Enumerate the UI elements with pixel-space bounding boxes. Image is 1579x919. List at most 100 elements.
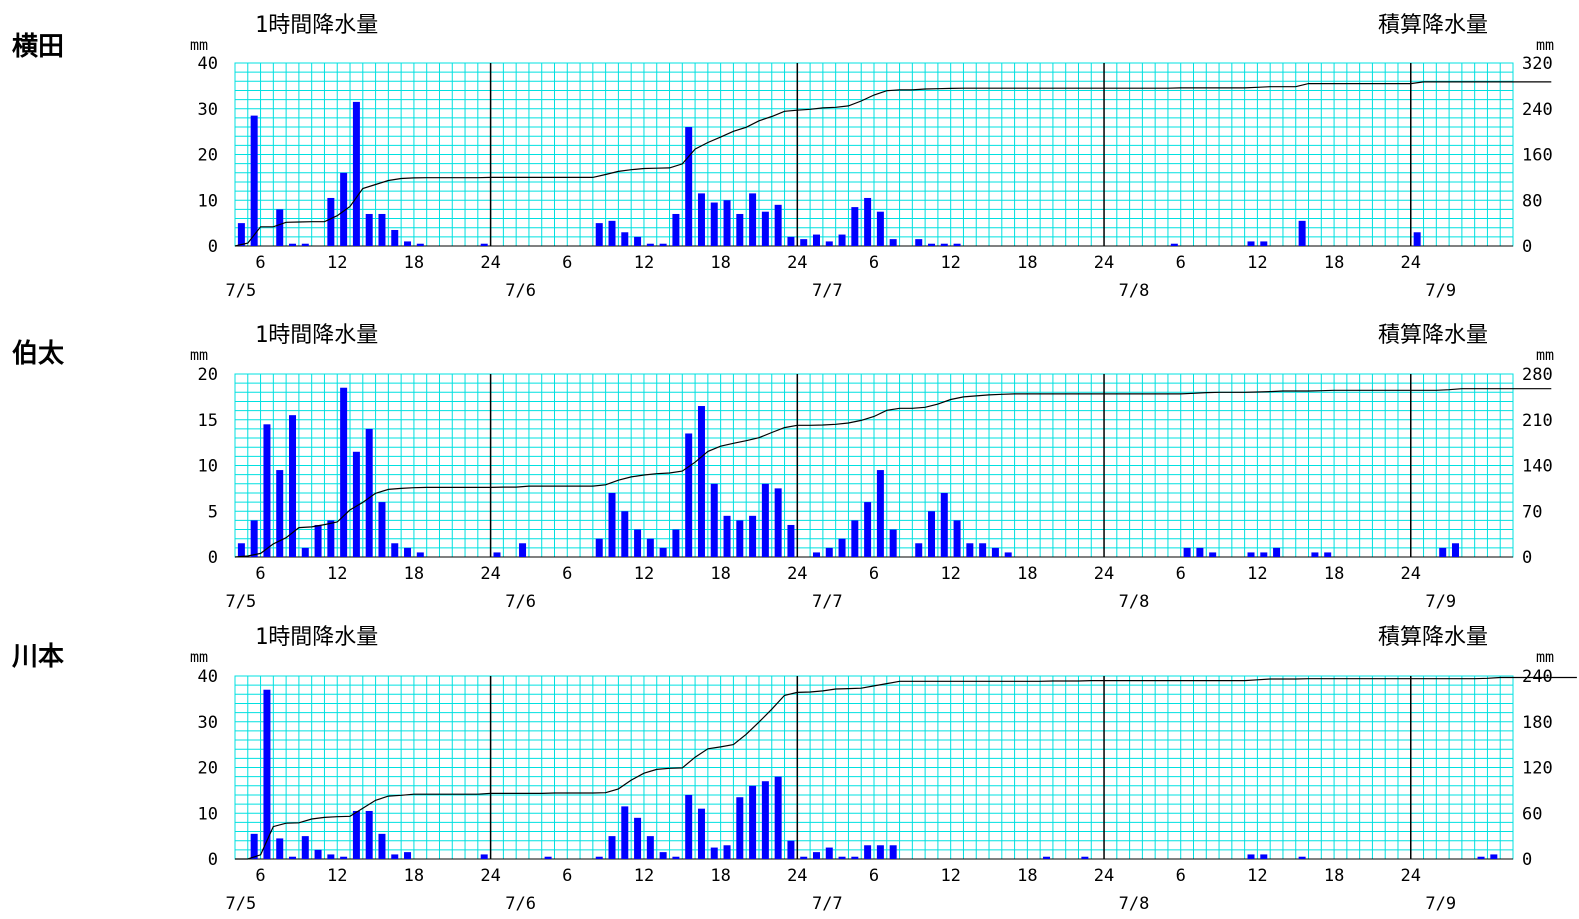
left-tick-label: 10 — [198, 457, 218, 477]
x-tick-label: 12 — [634, 866, 654, 886]
hourly-rain-bar — [761, 483, 769, 557]
hourly-rain-bar — [928, 511, 936, 557]
left-axis-unit: mm — [190, 648, 208, 666]
x-tick-label: 24 — [480, 253, 500, 273]
hourly-rain-bar — [659, 852, 667, 859]
hourly-rain-bar — [1043, 856, 1051, 859]
hourly-rain-bar — [1413, 232, 1421, 246]
hourly-rain-bar — [595, 538, 603, 557]
hourly-rain-bar — [276, 209, 284, 246]
hourly-rain-bar — [838, 234, 846, 246]
right-axis-title: 積算降水量 — [1378, 323, 1488, 348]
date-label: 7/7 — [812, 281, 843, 301]
station-label-kawamoto: 川本 — [12, 642, 65, 672]
hourly-rain-bar — [352, 101, 360, 246]
hourly-rain-bar — [237, 543, 245, 557]
hourly-rain-bar — [480, 243, 488, 246]
hourly-rain-bar — [301, 547, 309, 557]
x-tick-label: 24 — [480, 564, 500, 584]
right-tick-label: 0 — [1522, 237, 1532, 257]
hourly-rain-bar — [314, 524, 322, 557]
x-tick-label: 18 — [404, 253, 424, 273]
left-axis-unit: mm — [190, 346, 208, 364]
hourly-rain-bar — [991, 547, 999, 557]
hourly-rain-bar — [800, 239, 808, 246]
left-tick-label: 20 — [198, 146, 218, 166]
hourly-rain-bar — [787, 840, 795, 859]
hourly-rain-bar — [1490, 854, 1498, 859]
right-tick-label: 320 — [1522, 54, 1553, 74]
hourly-rain-bar — [953, 243, 961, 246]
hourly-rain-bar — [289, 415, 297, 557]
hourly-rain-bar — [864, 845, 872, 859]
hourly-rain-bar — [966, 543, 974, 557]
hourly-rain-bar — [940, 243, 948, 246]
hourly-rain-bar — [825, 847, 833, 859]
hourly-rain-bar — [723, 515, 731, 557]
hourly-rain-bar — [301, 836, 309, 859]
hourly-rain-bar — [1439, 547, 1447, 557]
date-label: 7/9 — [1425, 592, 1456, 612]
x-tick-label: 6 — [562, 866, 572, 886]
hourly-rain-bar — [812, 552, 820, 557]
hourly-rain-bar — [1477, 856, 1485, 859]
x-tick-label: 18 — [710, 866, 730, 886]
hourly-rain-bar — [327, 854, 335, 859]
station-label-yokota: 横田 — [12, 32, 65, 62]
hourly-rain-bar — [1324, 552, 1332, 557]
x-tick-label: 12 — [327, 253, 347, 273]
hourly-rain-bar — [1273, 547, 1281, 557]
x-tick-label: 24 — [1401, 866, 1421, 886]
right-axis-title: 積算降水量 — [1378, 13, 1488, 38]
x-tick-label: 24 — [787, 564, 807, 584]
hourly-rain-bar — [812, 852, 820, 859]
x-tick-label: 18 — [710, 253, 730, 273]
hourly-rain-bar — [391, 854, 399, 859]
hourly-rain-bar — [851, 520, 859, 557]
hourly-rain-bar — [416, 552, 424, 557]
hourly-rain-bar — [1451, 543, 1459, 557]
x-tick-label: 24 — [1401, 564, 1421, 584]
hourly-rain-bar — [915, 239, 923, 246]
hourly-rain-bar — [787, 236, 795, 246]
date-label: 7/6 — [505, 592, 536, 612]
hourly-rain-bar — [787, 524, 795, 557]
date-label: 7/5 — [226, 592, 257, 612]
right-axis-unit: mm — [1536, 648, 1554, 666]
hourly-rain-bar — [1170, 243, 1178, 246]
hourly-rain-bar — [519, 543, 527, 557]
hourly-rain-bar — [800, 856, 808, 859]
hourly-rain-bar — [404, 241, 412, 246]
hourly-rain-bar — [774, 776, 782, 859]
hourly-rain-bar — [838, 538, 846, 557]
right-tick-label: 70 — [1522, 502, 1542, 522]
hourly-rain-bar — [889, 845, 897, 859]
x-tick-label: 12 — [940, 866, 960, 886]
date-label: 7/5 — [226, 281, 257, 301]
x-tick-label: 18 — [1017, 866, 1037, 886]
x-tick-label: 6 — [562, 564, 572, 584]
date-label: 7/6 — [505, 281, 536, 301]
hourly-rain-bar — [736, 797, 744, 859]
hourly-rain-bar — [1209, 552, 1217, 557]
hourly-rain-bar — [697, 406, 705, 557]
hourly-rain-bar — [250, 520, 258, 557]
hourly-rain-bar — [825, 547, 833, 557]
left-tick-label: 30 — [198, 100, 218, 120]
x-tick-label: 18 — [404, 866, 424, 886]
hourly-rain-bar — [685, 433, 693, 557]
hourly-rain-bar — [289, 856, 297, 859]
hourly-rain-bar — [276, 470, 284, 557]
hourly-rain-bar — [276, 838, 284, 859]
left-tick-label: 10 — [198, 191, 218, 211]
hourly-rain-bar — [404, 547, 412, 557]
hourly-rain-bar — [263, 424, 271, 557]
hourly-rain-bar — [736, 213, 744, 246]
hourly-rain-bar — [595, 856, 603, 859]
hourly-rain-bar — [876, 845, 884, 859]
hourly-rain-bar — [864, 197, 872, 246]
hourly-rain-bar — [301, 243, 309, 246]
hourly-rain-bar — [621, 232, 629, 246]
